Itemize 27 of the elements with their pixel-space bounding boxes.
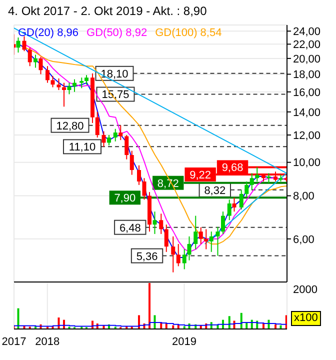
y-tick-label: 10,00 xyxy=(293,157,321,170)
ref-line-label: 9,22 xyxy=(190,169,212,182)
y-tick-label: 22,00 xyxy=(293,39,321,52)
x-tick-label: 2018 xyxy=(35,336,60,348)
ref-line-label: 7,90 xyxy=(114,192,136,205)
y-tick-label: 24,00 xyxy=(293,26,321,38)
ref-line-label: 5,36 xyxy=(136,250,158,263)
x-tick-label: 2019 xyxy=(172,336,196,348)
y-tick-label: 18,00 xyxy=(293,69,321,82)
text: x100 xyxy=(291,311,321,326)
ref-line-label: 8,32 xyxy=(204,184,226,197)
ref-line-label: 11,10 xyxy=(68,142,96,154)
y-tick-label: 16,00 xyxy=(293,86,321,99)
text: GD(100) 8,54 xyxy=(155,27,222,39)
ref-line-label: 9,68 xyxy=(222,162,244,174)
ref-line-label: 12,80 xyxy=(56,120,84,132)
y-tick-label: 20,00 xyxy=(293,53,321,66)
ref-line-label: 18,10 xyxy=(100,68,128,80)
y-tick-label: 12,00 xyxy=(293,130,321,142)
chart-title: 4. Okt 2017 - 2. Okt 2019 - Akt. : 8,90 xyxy=(8,4,207,18)
text: 2000 xyxy=(292,284,318,297)
y-tick-label: 6,00 xyxy=(293,234,314,246)
ref-line-label: 6,48 xyxy=(119,222,141,234)
y-tick-label: 8,00 xyxy=(293,190,314,203)
y-tick-label: 14,00 xyxy=(293,106,321,119)
x-tick-label: 2017 xyxy=(2,336,26,348)
text: GD(50) 8,92 xyxy=(86,27,148,39)
